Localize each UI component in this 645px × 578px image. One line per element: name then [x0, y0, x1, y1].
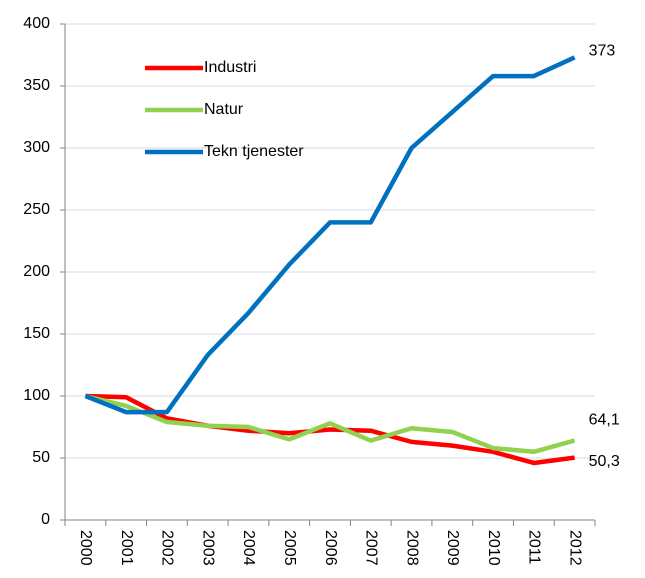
legend-label: Tekn tjenester	[204, 143, 304, 160]
data-label: 373	[589, 43, 616, 60]
legend-label: Industri	[204, 59, 256, 76]
x-tick-label: 2008	[403, 530, 420, 566]
x-tick-label: 2005	[281, 530, 298, 566]
y-tick-label: 100	[23, 387, 50, 404]
series-line	[84, 55, 576, 415]
data-label: 50,3	[589, 453, 620, 470]
x-tick-label: 2009	[444, 530, 461, 566]
y-tick-label: 50	[32, 449, 50, 466]
x-tick-label: 2004	[240, 530, 257, 566]
y-tick-label: 0	[41, 511, 50, 528]
data-label: 64,1	[589, 412, 620, 429]
x-tick-label: 2000	[77, 530, 94, 566]
y-tick-label: 400	[23, 15, 50, 32]
x-tick-label: 2012	[566, 530, 583, 566]
x-tick-label: 2010	[485, 530, 502, 566]
y-tick-label: 350	[23, 77, 50, 94]
series-line	[84, 393, 576, 455]
x-tick-label: 2002	[159, 530, 176, 566]
series-line	[85, 393, 575, 466]
x-tick-label: 2011	[526, 530, 543, 565]
y-tick-label: 150	[23, 325, 50, 342]
x-tick-label: 2007	[363, 530, 380, 566]
x-tick-label: 2001	[118, 530, 135, 566]
legend-label: Natur	[204, 101, 244, 118]
x-tick-label: 2003	[199, 530, 216, 566]
x-tick-label: 2006	[322, 530, 339, 566]
y-tick-label: 200	[23, 263, 50, 280]
y-tick-label: 300	[23, 139, 50, 156]
y-tick-label: 250	[23, 201, 50, 218]
